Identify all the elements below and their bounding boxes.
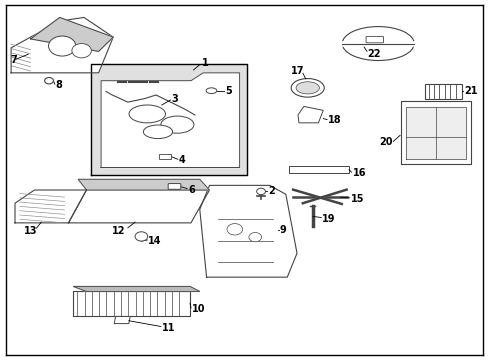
Text: 19: 19 xyxy=(322,213,335,224)
Polygon shape xyxy=(91,64,246,175)
Polygon shape xyxy=(406,107,465,159)
FancyBboxPatch shape xyxy=(168,184,181,189)
Circle shape xyxy=(44,77,53,84)
Polygon shape xyxy=(78,179,209,190)
Ellipse shape xyxy=(342,27,413,60)
FancyBboxPatch shape xyxy=(366,36,383,43)
Polygon shape xyxy=(288,166,348,173)
Text: 17: 17 xyxy=(291,66,304,76)
Circle shape xyxy=(48,36,76,56)
Polygon shape xyxy=(297,107,323,123)
Text: 14: 14 xyxy=(148,236,162,246)
Ellipse shape xyxy=(161,116,194,133)
Ellipse shape xyxy=(129,105,165,123)
Ellipse shape xyxy=(143,125,172,139)
Polygon shape xyxy=(101,73,239,167)
Text: 1: 1 xyxy=(202,58,208,68)
Text: 16: 16 xyxy=(352,168,365,178)
Ellipse shape xyxy=(290,78,324,97)
Text: 22: 22 xyxy=(366,49,380,59)
Text: 21: 21 xyxy=(463,86,476,96)
Polygon shape xyxy=(425,84,461,99)
Polygon shape xyxy=(30,18,113,51)
Text: 13: 13 xyxy=(24,226,37,236)
Ellipse shape xyxy=(295,82,319,94)
Text: 9: 9 xyxy=(279,225,285,235)
Circle shape xyxy=(226,224,242,235)
Text: 2: 2 xyxy=(267,186,274,197)
Text: 12: 12 xyxy=(112,226,125,236)
Circle shape xyxy=(135,232,147,241)
Circle shape xyxy=(256,188,265,195)
Polygon shape xyxy=(73,287,200,292)
Text: 3: 3 xyxy=(171,94,178,104)
Circle shape xyxy=(72,44,91,58)
Text: 5: 5 xyxy=(224,86,231,96)
Ellipse shape xyxy=(205,88,216,94)
Polygon shape xyxy=(11,18,113,73)
Polygon shape xyxy=(73,292,190,316)
Text: 7: 7 xyxy=(10,55,17,65)
Text: 20: 20 xyxy=(379,138,392,148)
Polygon shape xyxy=(15,190,86,223)
Text: 10: 10 xyxy=(192,304,205,314)
Text: 6: 6 xyxy=(188,185,194,195)
Circle shape xyxy=(248,233,261,242)
Text: 18: 18 xyxy=(327,115,341,125)
Text: 4: 4 xyxy=(179,156,185,165)
Polygon shape xyxy=(400,102,469,164)
Polygon shape xyxy=(68,190,209,223)
Text: 8: 8 xyxy=(56,80,62,90)
Text: 11: 11 xyxy=(162,323,175,333)
Polygon shape xyxy=(200,185,296,277)
Text: 15: 15 xyxy=(350,194,363,203)
Polygon shape xyxy=(114,316,130,324)
Polygon shape xyxy=(159,154,170,158)
